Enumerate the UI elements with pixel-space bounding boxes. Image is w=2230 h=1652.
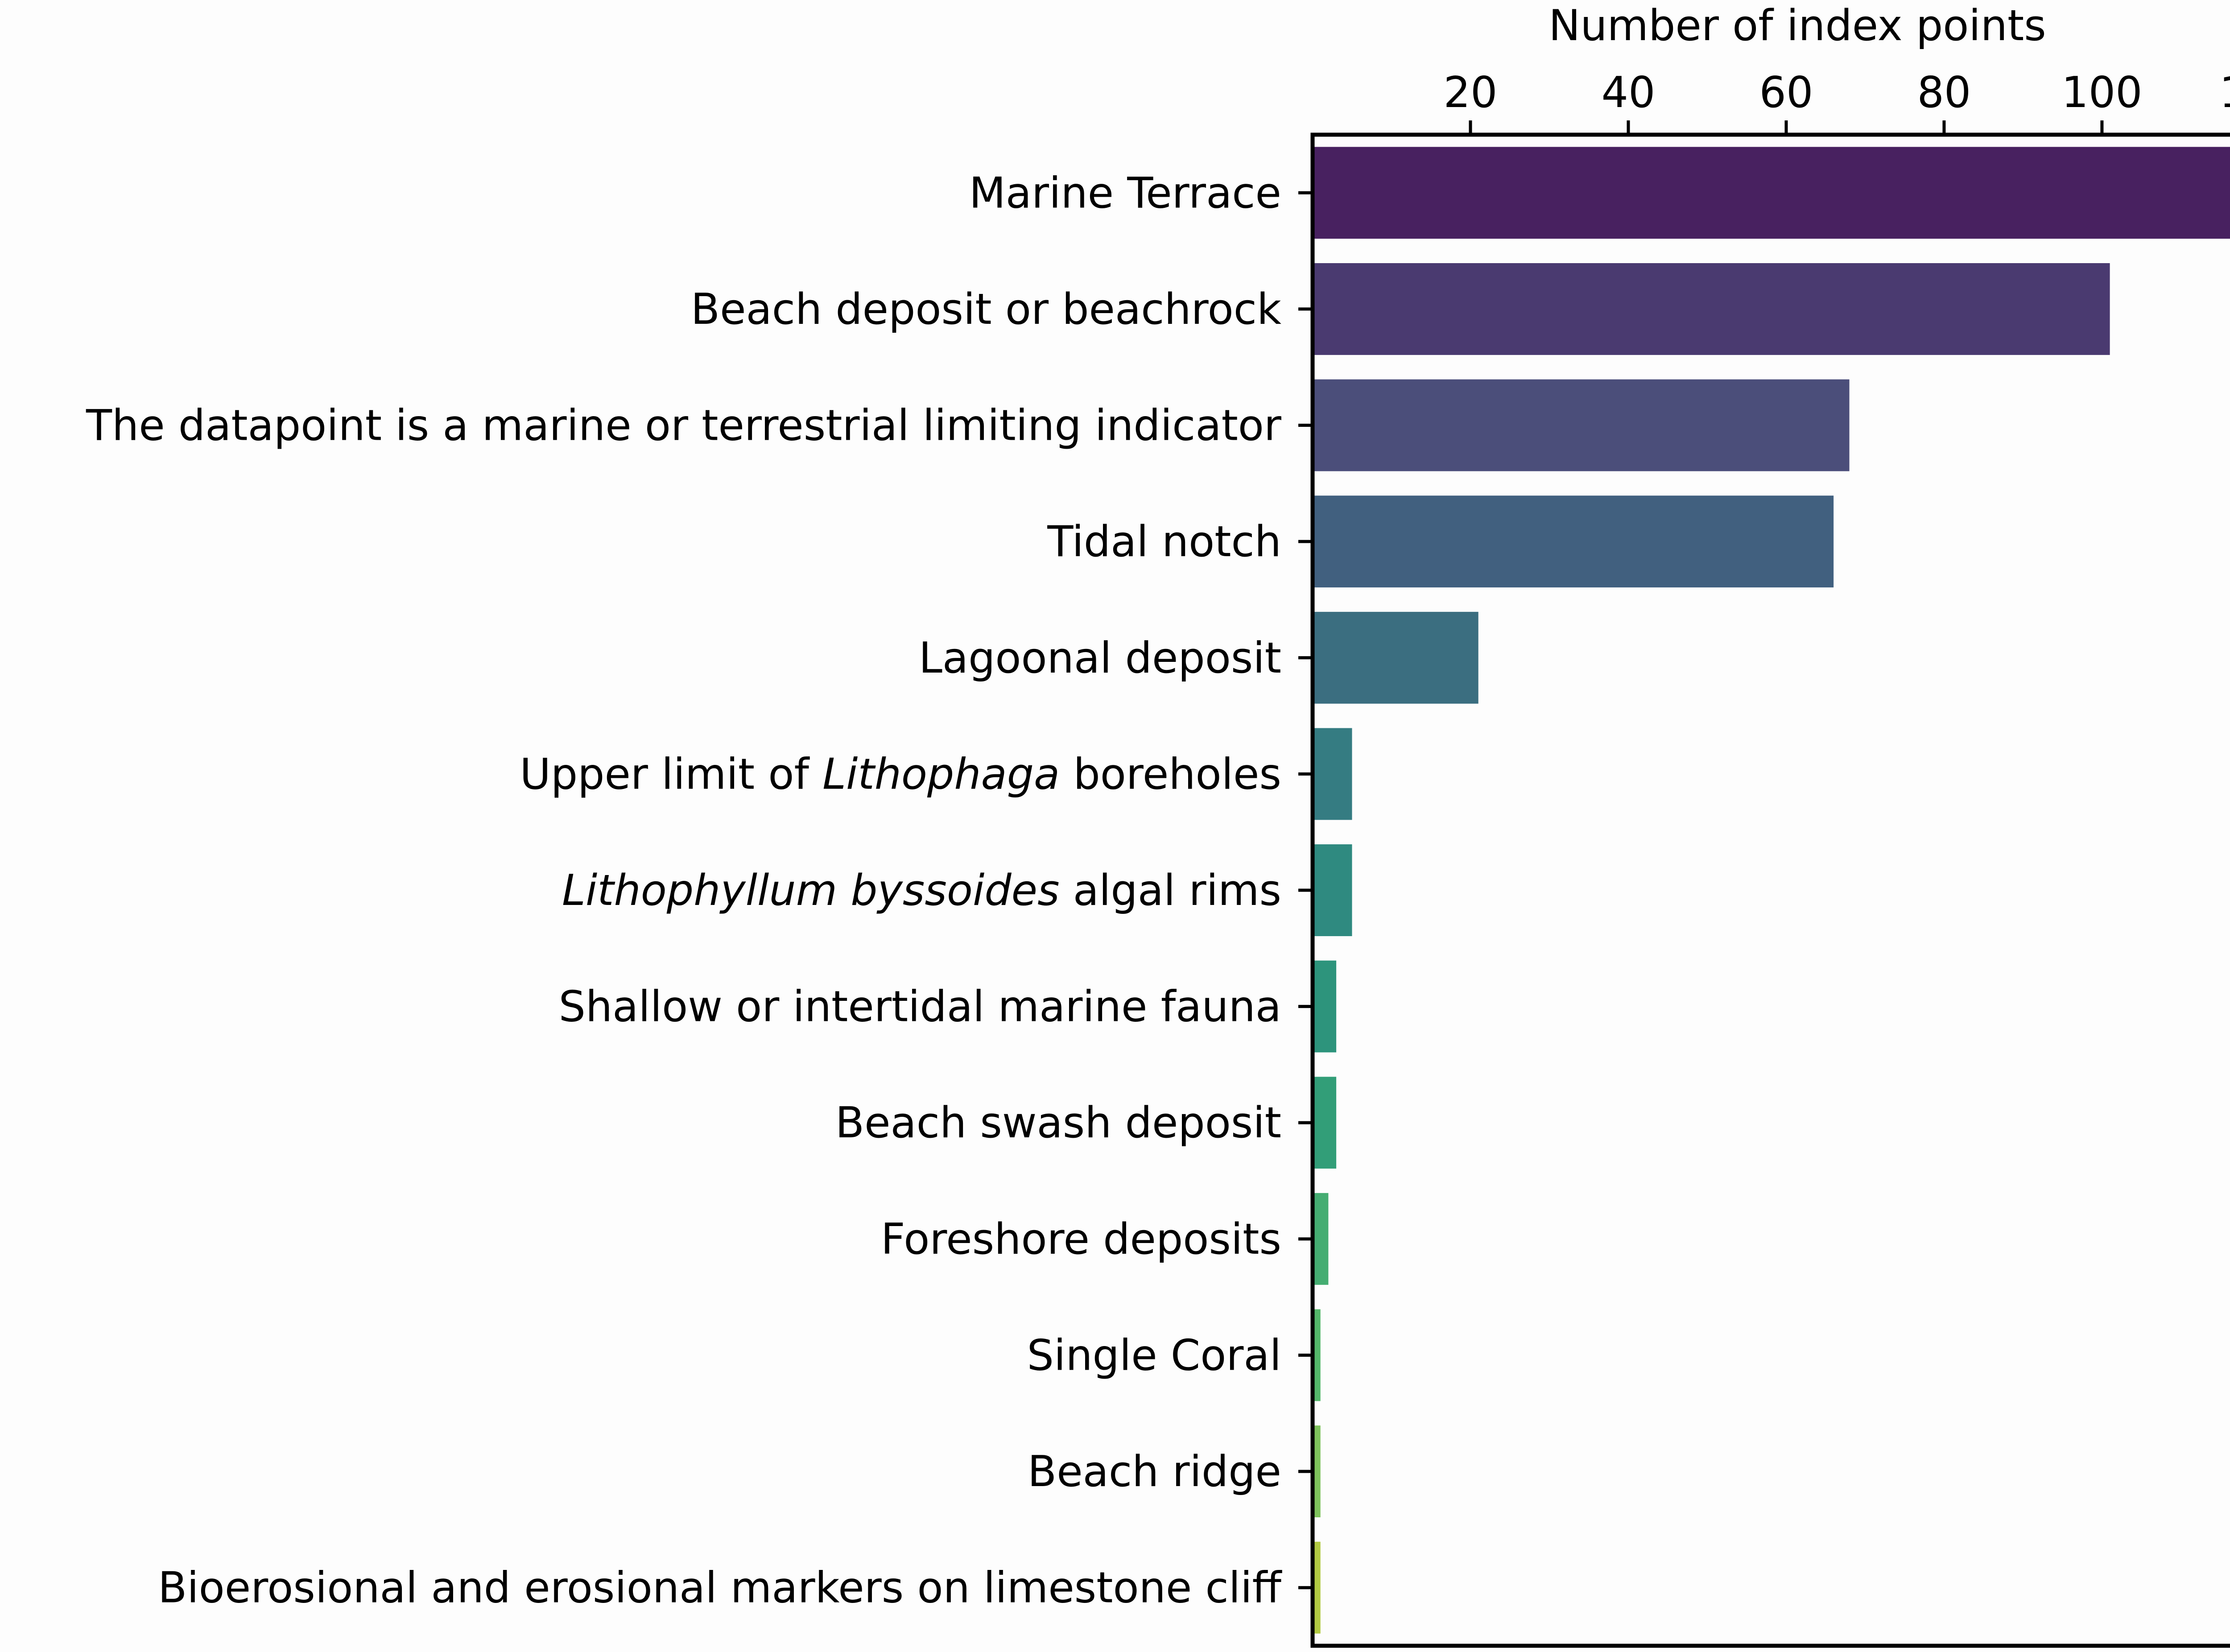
- bar: [1314, 263, 2110, 355]
- category-label-part: Foreshore deposits: [881, 1215, 1281, 1264]
- x-tick-label: 60: [1759, 68, 1813, 117]
- category-label: The datapoint is a marine or terrestrial…: [86, 401, 1282, 450]
- category-label-part: The datapoint is a marine or terrestrial…: [86, 401, 1282, 450]
- bar: [1314, 147, 2230, 239]
- x-tick-label: 120: [2219, 68, 2230, 117]
- x-tick-label: 40: [1602, 68, 1656, 117]
- category-label-part: Bioerosional and erosional markers on li…: [158, 1564, 1282, 1613]
- category-label-italic-part: Lithophyllum byssoides: [562, 866, 1060, 915]
- category-label-part: Lagoonal deposit: [919, 634, 1281, 683]
- category-label: Tidal notch: [1047, 517, 1281, 566]
- category-label: Shallow or intertidal marine fauna: [559, 983, 1281, 1032]
- category-label: Beach swash deposit: [835, 1099, 1281, 1148]
- bar: [1314, 1425, 1321, 1518]
- category-label: Beach ridge: [1028, 1447, 1281, 1496]
- bar: [1314, 1077, 1337, 1169]
- plot-frame: [1310, 132, 2230, 1648]
- x-axis-title: Number of index points: [1549, 1, 2046, 50]
- bar: [1314, 728, 1352, 820]
- bar: [1314, 1193, 1329, 1285]
- category-labels: Marine Terrace Beach deposit or beachrock…: [86, 169, 1313, 1613]
- category-label-part: boreholes: [1060, 750, 1281, 799]
- x-axis-ticks: 20 40 60 80 100 120: [1444, 68, 2230, 135]
- category-label-part: Marine Terrace: [969, 169, 1281, 218]
- category-label-part: Tidal notch: [1047, 517, 1281, 566]
- bar: [1314, 611, 1478, 704]
- category-label-part: Beach ridge: [1028, 1447, 1281, 1496]
- category-label-part: Upper limit of: [520, 750, 822, 799]
- category-label: Lithophyllum byssoides algal rims: [562, 866, 1281, 915]
- category-label-italic-part: Lithophaga: [822, 750, 1060, 799]
- bar: [1314, 379, 1850, 471]
- category-label-part: Beach deposit or beachrock: [691, 285, 1281, 334]
- category-label: Single Coral: [1027, 1331, 1281, 1380]
- bar: [1314, 1309, 1321, 1401]
- x-tick-label: 20: [1444, 68, 1498, 117]
- category-label: Lagoonal deposit: [919, 634, 1281, 683]
- category-label-part: Single Coral: [1027, 1331, 1281, 1380]
- bar: [1314, 1541, 1321, 1634]
- category-label: Foreshore deposits: [881, 1215, 1281, 1264]
- category-label-part: Beach swash deposit: [835, 1099, 1281, 1148]
- category-label: Beach deposit or beachrock: [691, 285, 1281, 334]
- bar: [1314, 496, 1834, 588]
- bars: [1314, 147, 2230, 1634]
- x-tick-label: 100: [2061, 68, 2142, 117]
- category-label: Upper limit of Lithophaga boreholes: [520, 750, 1281, 799]
- bar: [1314, 844, 1352, 936]
- x-tick-label: 80: [1917, 68, 1971, 117]
- category-label: Bioerosional and erosional markers on li…: [158, 1564, 1282, 1613]
- bar: [1314, 960, 1337, 1053]
- category-label: Marine Terrace: [969, 169, 1281, 218]
- category-label-part: algal rims: [1060, 866, 1281, 915]
- category-label-part: Shallow or intertidal marine fauna: [559, 983, 1281, 1032]
